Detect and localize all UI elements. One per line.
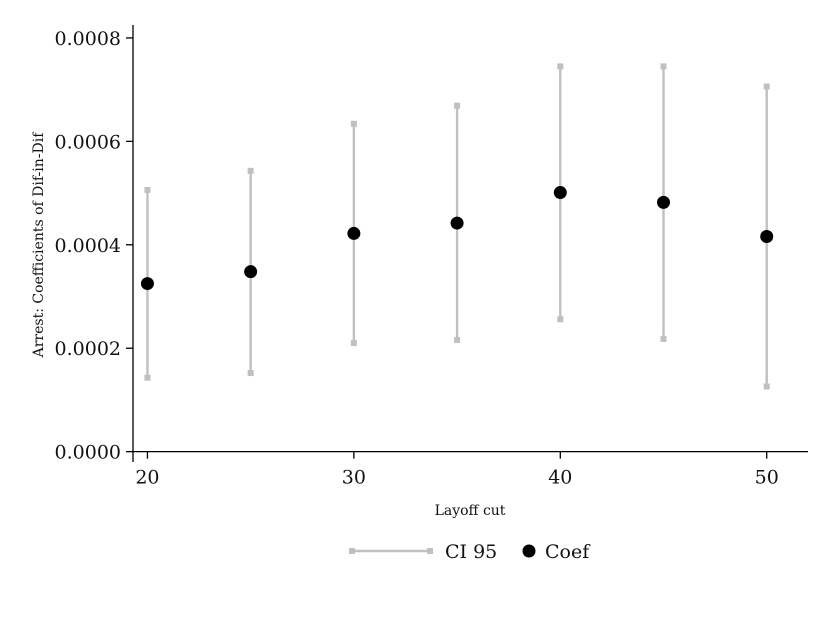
y-tick-label: 0.0006: [55, 131, 121, 153]
coef-point: [140, 277, 154, 291]
ci-upper-cap: [660, 63, 667, 70]
y-tick-label: 0.0002: [55, 338, 121, 360]
ci-upper-cap: [454, 102, 461, 109]
x-axis-title: Layoff cut: [435, 503, 506, 519]
y-tick-label: 0.0008: [55, 28, 121, 50]
ci-lower-cap: [247, 370, 254, 377]
legend-coef-marker: [522, 544, 536, 558]
legend-ci-marker: [427, 548, 433, 554]
ci-upper-cap: [557, 63, 564, 70]
ci-upper-cap: [763, 83, 770, 90]
y-tick-label: 0.0000: [55, 442, 121, 464]
ci-lower-cap: [763, 383, 770, 390]
ci-upper-cap: [247, 167, 254, 174]
coef-point: [760, 230, 774, 244]
ci-upper-cap: [144, 186, 151, 193]
coef-point: [553, 186, 567, 200]
x-tick-label: 20: [135, 467, 159, 489]
ci-lower-cap: [557, 316, 564, 323]
legend-ci-label: CI 95: [445, 541, 497, 563]
legend-coef-label: Coef: [545, 541, 591, 563]
y-tick-label: 0.0004: [55, 235, 121, 257]
x-tick-label: 50: [755, 467, 779, 489]
axes: 0.0000 0.0002 0.0004 0.0006 0.0008 20 30 40 50: [55, 25, 808, 489]
x-tick-label: 30: [342, 467, 366, 489]
ci-lower-cap: [144, 374, 151, 381]
ci-lower-cap: [454, 336, 461, 343]
legend: CI 95 Coef: [349, 541, 591, 563]
x-tick-label: 40: [548, 467, 572, 489]
ci-upper-cap: [350, 120, 357, 127]
plot-area: [140, 63, 774, 390]
legend-ci-marker: [349, 548, 355, 554]
ci-lower-cap: [350, 340, 357, 347]
coef-point: [347, 226, 361, 240]
y-axis-title: Arrest: Coefficients of Dif-in-Dif: [31, 131, 47, 359]
coef-point: [657, 195, 671, 209]
coef-point: [450, 216, 464, 230]
coef-point: [244, 265, 258, 279]
ci-lower-cap: [660, 335, 667, 342]
